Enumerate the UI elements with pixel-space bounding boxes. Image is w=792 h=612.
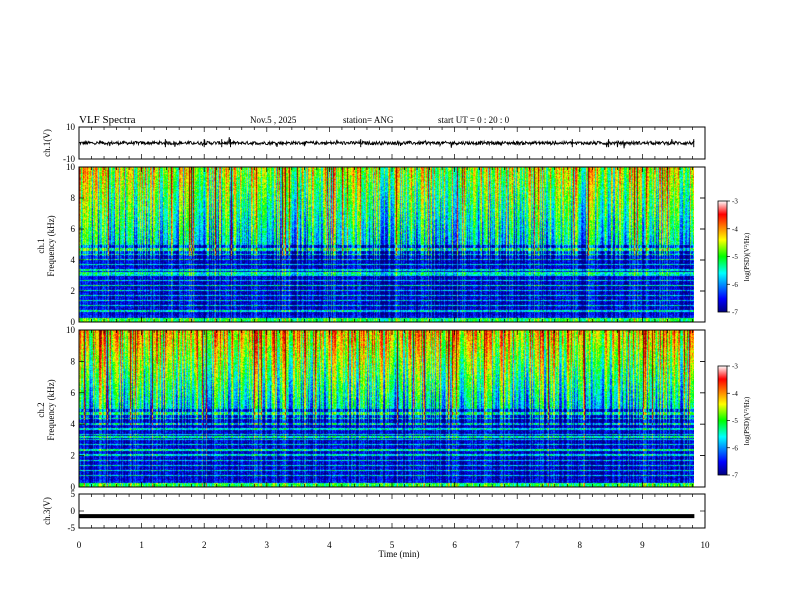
x-tick-label: 4 [327,540,332,550]
colorbar-tick-label: -3 [732,198,738,206]
y-tick-label: 10 [66,325,76,335]
x-tick-label: 7 [515,540,520,550]
colorbar-tick-label: -4 [732,225,738,233]
ch2-colorbar-gradient [717,365,728,476]
x-tick-label: 6 [452,540,457,550]
colorbar-tick-label: -5 [732,417,738,425]
ch3-waveform-ylabel: ch.3(V) [42,497,52,525]
ch1-spectrogram-frame [78,166,706,323]
ch1-waveform-ylabel: ch.1(V) [42,129,52,157]
y-tick-label: 0 [71,482,76,492]
colorbar-tick-label: -3 [732,363,738,371]
y-tick-label: 0 [71,317,76,327]
ch2-colorbar: log(PSD)(V²/Hz) -3 -4 -5 -6 -7 [717,363,751,480]
x-axis-label: Time (min) [379,549,420,559]
ch2-spectrogram-frame [78,329,706,488]
y-tick-label: -5 [68,523,76,533]
y-tick-label: 4 [71,419,76,429]
ch2-spectrogram-panel: 0 2 4 6 8 10 [66,325,706,492]
y-tick-label: -10 [63,154,75,164]
ch2-colorbar-label: log(PSD)(V²/Hz) [743,396,751,445]
ch1-waveform-frame [78,126,706,160]
ch1-colorbar: log(PSD)(V²/Hz) -3 -4 -5 -6 -7 [717,198,751,317]
y-tick-label: 10 [66,162,76,172]
y-tick-label: 6 [71,224,76,234]
ch1-colorbar-gradient [717,200,728,313]
date-label: Nov.5 , 2025 [250,115,297,125]
y-tick-label: 6 [71,388,76,398]
ch1-spectrogram-ylabel-top: ch.1 [36,238,46,253]
colorbar-tick-label: -4 [732,390,738,398]
start-time-label: start UT = 0 : 20 : 0 [438,115,510,125]
ch1-waveform-trace [78,137,695,149]
x-tick-label: 9 [640,540,645,550]
x-tick-label: 1 [139,540,144,550]
ch2-spectrogram-image [79,330,694,487]
figure-title: VLF Spectra [79,114,136,126]
ch1-spectrogram-image [79,167,694,322]
y-tick-label: 10 [66,122,76,132]
y-tick-label: 2 [71,286,76,296]
colorbar-tick-label: -7 [732,472,738,480]
colorbar-tick-label: -7 [732,309,738,317]
y-tick-label: 0 [71,506,76,516]
ch3-waveform-frame [78,493,706,529]
y-tick-label: 5 [71,489,76,499]
ch2-spectrogram-ylabel: Frequency (kHz) [46,379,56,440]
station-label: station= ANG [343,115,394,125]
x-tick-label: 10 [701,540,711,550]
x-tick-label: 5 [390,540,395,550]
ch1-waveform-panel: 10 -10 [63,122,706,164]
colorbar-tick-label: -6 [732,281,738,289]
x-tick-label: 3 [265,540,270,550]
x-tick-label: 2 [202,540,207,550]
y-tick-label: 8 [71,356,76,366]
x-axis: 0 1 2 3 4 5 6 7 8 9 10 [77,540,710,550]
ch1-colorbar-label: log(PSD)(V²/Hz) [743,232,751,281]
y-tick-label: 8 [71,193,76,203]
y-tick-label: 4 [71,255,76,265]
ch3-waveform-panel: 5 0 -5 [68,489,706,533]
ch2-spectrogram-ylabel-top: ch.2 [36,402,46,417]
ch1-spectrogram-panel: 0 2 4 6 8 10 [66,162,706,327]
x-tick-label: 8 [578,540,583,550]
x-tick-label: 0 [77,540,82,550]
ch1-spectrogram-ylabel: Frequency (kHz) [46,215,56,276]
colorbar-tick-label: -5 [732,253,738,261]
colorbar-tick-label: -6 [732,444,738,452]
y-tick-label: 2 [71,451,76,461]
